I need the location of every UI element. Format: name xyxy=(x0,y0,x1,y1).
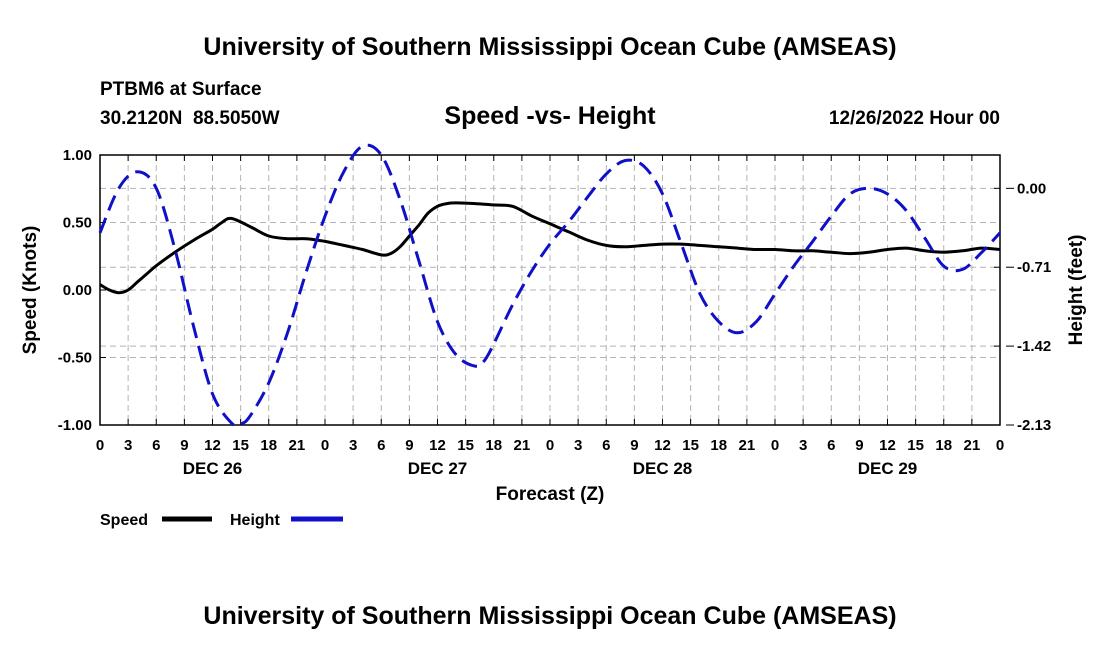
location-label: 30.2120N 88.5050W xyxy=(100,108,280,129)
y-tick-label: 1.00 xyxy=(63,147,92,164)
x-tick-label: 21 xyxy=(964,437,981,454)
y-tick-labels: 1.00 0.50 0.00 -0.50 -1.00 xyxy=(58,147,92,434)
day-label: DEC 29 xyxy=(858,459,918,478)
y2-tick-label: -0.71 xyxy=(1017,259,1051,276)
x-tick-label: 6 xyxy=(827,437,835,454)
y2-axis-label: Height (feet) xyxy=(1066,235,1087,346)
x-tick-label: 6 xyxy=(377,437,385,454)
series-line-speed xyxy=(99,201,1001,295)
station-label: PTBM6 at Surface xyxy=(100,79,262,100)
chart-title: University of Southern Mississippi Ocean… xyxy=(203,33,896,61)
legend-label-height: Height xyxy=(230,512,280,529)
x-tick-labels: 0 3 6 9 12 15 18 21 0 3 6 9 12 15 18 21 0 3 6 9 12 15 18 21 0 3 6 9… xyxy=(96,437,1004,454)
footer-title: University of Southern Mississippi Ocean… xyxy=(203,602,896,630)
x-tick-label: 3 xyxy=(799,437,807,454)
x-tick-label: 0 xyxy=(771,437,779,454)
legend-label-speed: Speed xyxy=(100,512,148,529)
x-tick-label: 0 xyxy=(996,437,1004,454)
x-tick-label: 15 xyxy=(232,437,249,454)
series-lines xyxy=(98,143,1002,428)
y2-tick-label: -1.42 xyxy=(1017,338,1051,355)
x-tick-label: 0 xyxy=(321,437,329,454)
day-label: DEC 27 xyxy=(408,459,468,478)
x-tick-label: 18 xyxy=(485,437,502,454)
x-tick-label: 15 xyxy=(682,437,699,454)
y2-tick-label: 0.00 xyxy=(1017,180,1046,197)
series-line-height xyxy=(98,143,1002,428)
x-tick-label: 6 xyxy=(602,437,610,454)
y-tick-label: 0.00 xyxy=(63,282,92,299)
x-tick-label: 12 xyxy=(654,437,671,454)
x-tick-label: 15 xyxy=(907,437,924,454)
y-tick-label: -0.50 xyxy=(58,350,92,367)
x-tick-label: 0 xyxy=(546,437,554,454)
day-label: DEC 28 xyxy=(633,459,693,478)
x-tick-label: 9 xyxy=(855,437,863,454)
x-tick-label: 12 xyxy=(204,437,221,454)
x-tick-label: 0 xyxy=(96,437,104,454)
x-tick-label: 18 xyxy=(260,437,277,454)
y-axis-label: Speed (Knots) xyxy=(20,226,41,355)
x-tick-label: 18 xyxy=(935,437,952,454)
x-tick-label: 15 xyxy=(457,437,474,454)
x-tick-label: 3 xyxy=(349,437,357,454)
x-tick-label: 3 xyxy=(124,437,132,454)
x-tick-label: 21 xyxy=(739,437,756,454)
y2-tick-labels: 0.00 -0.71 -1.42 -2.13 xyxy=(1017,180,1051,434)
chart-subtitle: Speed -vs- Height xyxy=(444,102,656,130)
plot-frame xyxy=(99,154,1001,426)
x-tick-label: 9 xyxy=(405,437,413,454)
x-tick-label: 21 xyxy=(289,437,306,454)
y-tick-label: -1.00 xyxy=(58,417,92,434)
day-label: DEC 26 xyxy=(183,459,243,478)
legend: Speed Height xyxy=(100,512,343,529)
y2-tick-label: -2.13 xyxy=(1017,417,1051,434)
x-tick-label: 3 xyxy=(574,437,582,454)
day-labels: DEC 26 DEC 27 DEC 28 DEC 29 xyxy=(183,459,918,478)
x-tick-label: 9 xyxy=(630,437,638,454)
x-tick-label: 9 xyxy=(180,437,188,454)
x-axis-label: Forecast (Z) xyxy=(496,484,605,505)
x-tick-label: 12 xyxy=(879,437,896,454)
x-tick-label: 6 xyxy=(152,437,160,454)
y-tick-label: 0.50 xyxy=(63,215,92,232)
timestamp-label: 12/26/2022 Hour 00 xyxy=(829,108,1000,129)
x-tick-label: 21 xyxy=(514,437,531,454)
x-tick-label: 18 xyxy=(710,437,727,454)
x-tick-label: 12 xyxy=(429,437,446,454)
